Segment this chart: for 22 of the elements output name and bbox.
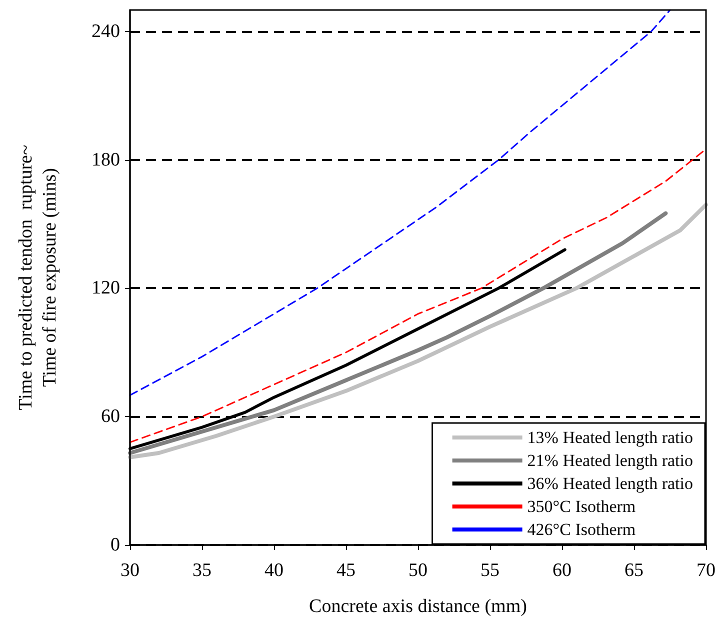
x-axis-title: Concrete axis distance (mm) — [309, 596, 527, 617]
y-tick-label: 120 — [92, 278, 120, 299]
x-tick-label: 65 — [624, 560, 644, 581]
legend-label: 21% Heated length ratio — [527, 451, 694, 470]
x-tick-label: 45 — [336, 560, 356, 581]
legend-label: 426°C Isotherm — [527, 520, 636, 539]
x-tick-label: 60 — [552, 560, 572, 581]
x-tick-label: 70 — [696, 560, 716, 581]
y-tick-label: 240 — [92, 20, 120, 42]
x-tick-label: 55 — [480, 560, 500, 581]
legend-label: 350°C Isotherm — [527, 497, 636, 516]
x-tick-label: 50 — [408, 560, 428, 581]
x-tick-label: 35 — [192, 560, 212, 581]
y-tick-label: 60 — [101, 406, 120, 428]
legend-label: 13% Heated length ratio — [527, 428, 694, 447]
x-tick-label: 30 — [120, 560, 140, 581]
y-tick-label: 180 — [92, 149, 120, 170]
x-tick-label: 40 — [264, 560, 284, 581]
legend-label: 36% Heated length ratio — [527, 474, 694, 493]
y-tick-label: 0 — [110, 534, 120, 556]
line-series — [129, 9, 671, 396]
y-axis-title: Time to predicted tendon rupture~ Time of fire exposure (mins) — [16, 144, 60, 410]
